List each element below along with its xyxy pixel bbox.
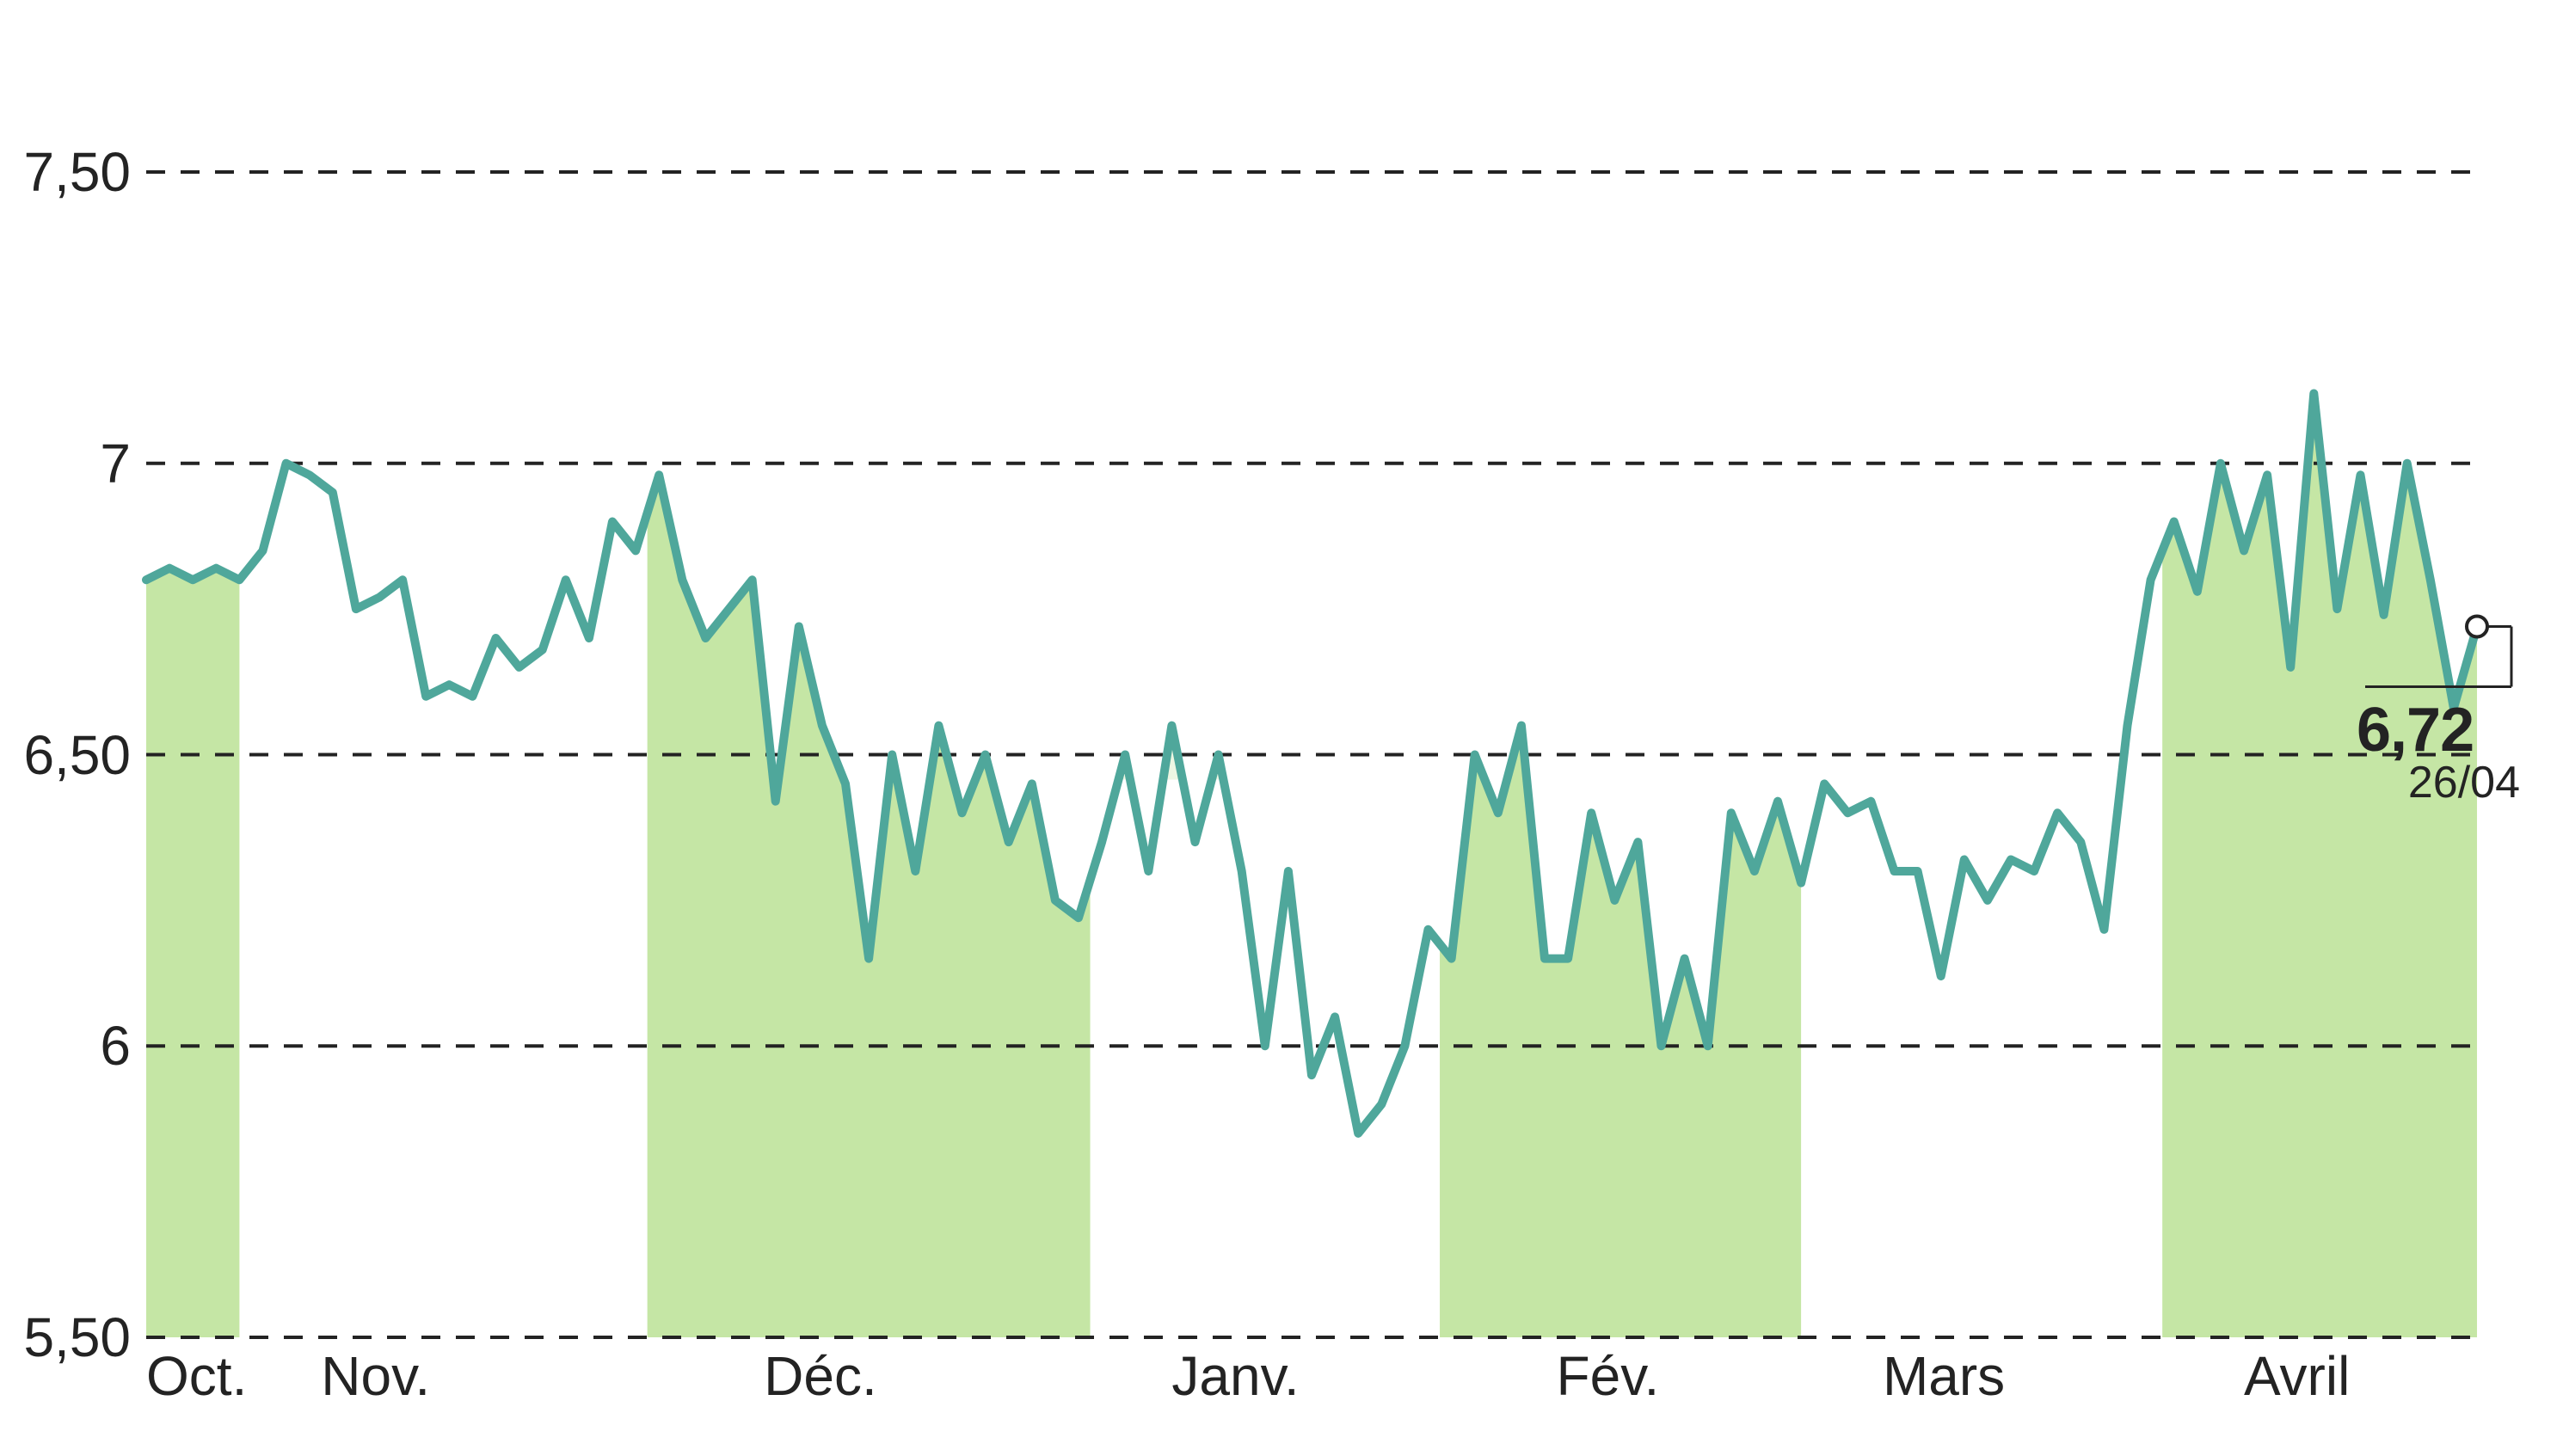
last-price-date: 26/04 — [2374, 757, 2520, 808]
x-tick-label: Nov. — [321, 1344, 430, 1408]
y-tick-label: 6,50 — [0, 723, 131, 787]
x-tick-label: Avril — [2244, 1344, 2350, 1408]
y-tick-label: 5,50 — [0, 1305, 131, 1369]
x-tick-label: Janv. — [1171, 1344, 1299, 1408]
stock-chart — [0, 0, 2563, 1456]
x-tick-label: Déc. — [764, 1344, 877, 1408]
y-tick-label: 7 — [0, 432, 131, 495]
x-tick-label: Mars — [1883, 1344, 2005, 1408]
x-tick-label: Oct. — [146, 1344, 247, 1408]
chart-container: JACQUES BOGART 5,5066,5077,50 Oct.Nov.Dé… — [0, 0, 2563, 1456]
y-tick-label: 6 — [0, 1014, 131, 1078]
end-marker — [2467, 616, 2487, 636]
y-tick-label: 7,50 — [0, 140, 131, 204]
x-tick-label: Fév. — [1557, 1344, 1660, 1408]
last-price-value: 6,72 — [2357, 695, 2474, 765]
